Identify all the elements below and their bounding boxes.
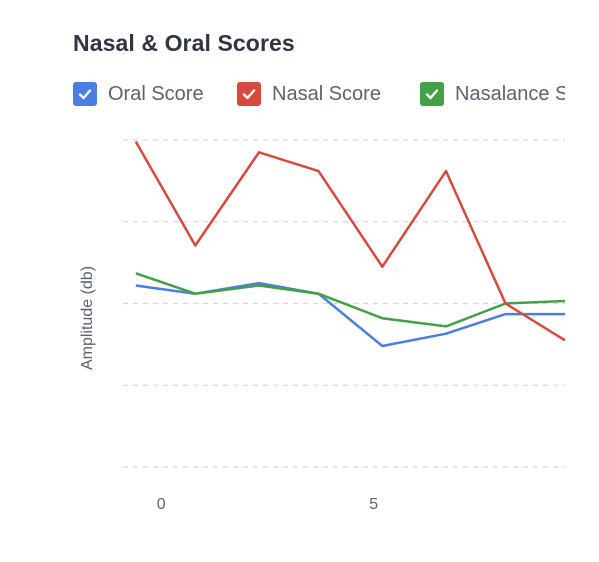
legend-item-nasal-score[interactable]: Nasal Score (237, 81, 381, 107)
legend-item-oral-score[interactable]: Oral Score (73, 81, 204, 107)
checkbox-checked-icon[interactable] (237, 82, 261, 106)
legend-label-nasalance-score: Nasalance Score (455, 82, 565, 105)
legend-item-nasalance-score[interactable]: Nasalance Score (420, 81, 565, 107)
chart-title: Nasal & Oral Scores (73, 30, 295, 56)
checkbox-checked-icon[interactable] (73, 82, 97, 106)
chart-legend: Oral Score Nasal Score Nasalance Score (73, 81, 565, 107)
legend-label-oral-score: Oral Score (108, 82, 204, 105)
checkbox-checked-icon[interactable] (420, 82, 444, 106)
x-tick-label: 0 (157, 496, 166, 513)
legend-label-nasal-score: Nasal Score (272, 82, 381, 105)
x-tick-label: 5 (369, 496, 378, 513)
series-line-nasal-score[interactable] (134, 140, 566, 342)
series-line-nasalance-score[interactable] (135, 272, 566, 328)
